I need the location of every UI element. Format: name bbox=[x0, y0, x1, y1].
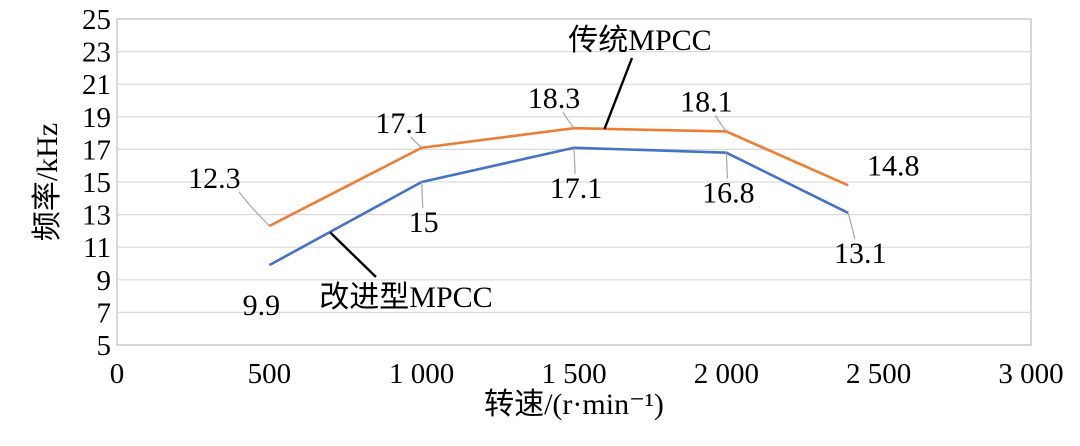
leader-line bbox=[573, 147, 576, 174]
leader-line bbox=[238, 191, 270, 227]
y-tick-label: 21 bbox=[82, 69, 111, 101]
data-label: 15 bbox=[409, 206, 439, 239]
data-label: 18.1 bbox=[680, 85, 733, 118]
leader-line bbox=[562, 111, 575, 129]
y-tick-label: 11 bbox=[83, 232, 111, 264]
y-tick-label: 7 bbox=[97, 297, 112, 329]
leader-line bbox=[725, 152, 729, 179]
x-tick-label: 3 000 bbox=[998, 358, 1063, 390]
y-tick-label: 23 bbox=[82, 37, 111, 69]
annotation-traditional: 传统MPCC bbox=[568, 24, 711, 57]
y-tick-label: 9 bbox=[97, 265, 112, 297]
x-tick-label: 2 000 bbox=[694, 358, 759, 390]
data-label: 14.8 bbox=[867, 149, 920, 182]
y-tick-label: 5 bbox=[97, 330, 112, 362]
series-annotations: 传统MPCC 改进型MPCC bbox=[319, 24, 711, 314]
data-label: 9.9 bbox=[243, 289, 281, 322]
leader-line bbox=[410, 136, 423, 149]
x-axis-title: 转速/(r·min⁻¹) bbox=[484, 388, 664, 421]
data-label: 16.8 bbox=[702, 177, 755, 210]
y-tick-label: 15 bbox=[82, 167, 111, 199]
data-label: 12.3 bbox=[188, 162, 241, 195]
data-labels: 12.3 17.1 18.3 18.1 14.8 9.9 15 17.1 16.8 13.1 bbox=[188, 82, 919, 322]
leader-line bbox=[421, 181, 424, 209]
y-axis-title: 频率/kHz bbox=[31, 123, 64, 241]
x-axis-ticks: 0 500 1 000 1 500 2 000 2 500 3 000 bbox=[110, 358, 1064, 390]
annotation-pointer-improved bbox=[329, 231, 377, 278]
y-tick-label: 25 bbox=[82, 4, 111, 36]
data-label: 17.1 bbox=[550, 172, 603, 205]
annotation-improved: 改进型MPCC bbox=[319, 281, 492, 314]
x-tick-label: 2 500 bbox=[846, 358, 911, 390]
x-tick-label: 1 500 bbox=[541, 358, 606, 390]
label-leader-lines bbox=[238, 111, 856, 240]
data-label: 13.1 bbox=[834, 237, 887, 270]
y-tick-label: 17 bbox=[82, 134, 111, 166]
data-label: 18.3 bbox=[528, 82, 581, 115]
leader-line bbox=[847, 212, 856, 240]
x-tick-label: 500 bbox=[248, 358, 292, 390]
y-tick-label: 19 bbox=[82, 102, 111, 134]
x-tick-label: 1 000 bbox=[389, 358, 454, 390]
data-label: 17.1 bbox=[375, 107, 428, 140]
y-tick-label: 13 bbox=[82, 200, 111, 232]
leader-line bbox=[714, 115, 727, 132]
x-tick-label: 0 bbox=[110, 358, 125, 390]
annotation-pointer-traditional bbox=[603, 57, 634, 130]
